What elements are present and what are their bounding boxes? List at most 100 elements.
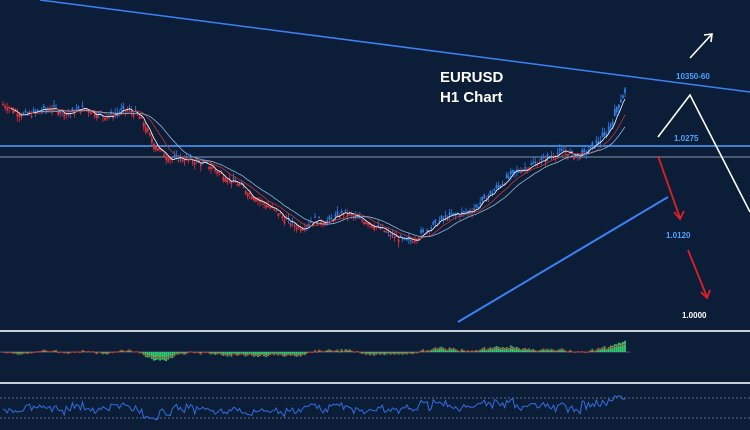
- candle-body: [220, 172, 223, 174]
- candle-body: [354, 215, 357, 218]
- candle-body: [473, 208, 475, 210]
- descending-trendline: [39, 0, 750, 93]
- candle-body: [591, 142, 594, 147]
- level-label-1-0000: 1.0000: [682, 311, 707, 320]
- candle-body: [169, 158, 172, 160]
- histogram-bar: [452, 347, 455, 352]
- candle-body: [346, 214, 349, 216]
- candle-body: [16, 113, 19, 117]
- histogram-bar: [550, 348, 553, 352]
- moving-average-line: [41, 109, 626, 238]
- candle-body: [544, 160, 547, 162]
- moving-average-line: [25, 108, 626, 240]
- candle-body: [522, 169, 524, 171]
- candle-body: [607, 126, 610, 132]
- candle-body: [114, 113, 117, 115]
- candle-body: [136, 112, 139, 115]
- level-label-1-0120: 1.0120: [666, 231, 691, 240]
- histogram-bar: [293, 352, 296, 357]
- candle-body: [444, 215, 447, 218]
- bullish-arrowhead: [703, 33, 713, 43]
- histogram-bar: [157, 352, 159, 360]
- candle-body: [51, 109, 53, 111]
- histogram-bar: [560, 348, 563, 352]
- candle-body: [95, 115, 98, 119]
- histogram-bar: [393, 352, 396, 355]
- histogram-bar: [444, 348, 447, 352]
- histogram-bar: [483, 347, 486, 352]
- candle-body: [236, 183, 239, 187]
- histogram-bar: [373, 352, 376, 356]
- histogram-bar: [532, 348, 535, 352]
- histogram-bar: [442, 347, 445, 352]
- candle-body: [12, 110, 15, 114]
- histogram-bar: [522, 348, 524, 352]
- candle-body: [279, 213, 282, 215]
- candle-body: [554, 156, 557, 158]
- candle-body: [232, 177, 235, 179]
- candle-body: [89, 111, 92, 115]
- candle-body: [352, 215, 355, 218]
- histogram-bar: [365, 352, 367, 355]
- histogram-bar: [622, 341, 624, 352]
- candle-body: [409, 240, 412, 242]
- candle-body: [234, 181, 237, 183]
- candle-body: [173, 155, 176, 158]
- candle-body: [210, 167, 212, 170]
- candle-body: [222, 176, 225, 181]
- candle-body: [407, 237, 410, 240]
- histogram-bar: [497, 346, 500, 352]
- histogram-bar: [383, 352, 386, 356]
- histogram-bar: [220, 352, 223, 355]
- histogram-bar: [183, 352, 186, 355]
- histogram-bar: [503, 347, 506, 352]
- candle-body: [462, 211, 465, 213]
- histogram-bar: [144, 352, 147, 358]
- histogram-bar: [546, 348, 549, 352]
- candle-body: [420, 229, 422, 233]
- histogram-bar: [511, 346, 514, 352]
- histogram-bar: [159, 352, 161, 361]
- candle-body: [138, 116, 141, 119]
- histogram-bar: [369, 352, 371, 356]
- candle-body: [467, 210, 469, 213]
- candle-body: [387, 231, 390, 233]
- candle-body: [524, 167, 526, 169]
- histogram-bar: [516, 346, 518, 352]
- histogram-bar: [273, 352, 276, 356]
- candle-body: [201, 161, 204, 163]
- histogram-bar: [291, 352, 294, 356]
- candle-body: [499, 185, 502, 188]
- candle-body: [428, 231, 431, 233]
- candle-body: [605, 134, 608, 136]
- candle-body: [218, 171, 221, 173]
- candle-body: [283, 219, 286, 224]
- histogram-bar: [495, 345, 498, 352]
- histogram-bar: [301, 352, 304, 355]
- candle-body: [509, 170, 512, 175]
- histogram-bar: [526, 349, 528, 352]
- candle-body: [581, 149, 584, 153]
- histogram-bar: [599, 348, 602, 352]
- histogram-bar: [263, 352, 265, 357]
- candle-body: [401, 238, 404, 240]
- candle-body: [318, 216, 320, 219]
- candle-body: [601, 132, 604, 137]
- candle-body: [285, 218, 288, 220]
- candle-body: [77, 106, 80, 109]
- candle-body: [83, 108, 86, 110]
- candle-body: [434, 219, 437, 223]
- candle-body: [183, 160, 186, 163]
- histogram-bar: [513, 347, 516, 352]
- candle-body: [134, 109, 137, 111]
- candle-body: [97, 113, 100, 115]
- candle-body: [126, 110, 129, 112]
- candle-body: [373, 226, 376, 230]
- candle-body: [36, 109, 39, 112]
- histogram-bar: [617, 342, 620, 352]
- candle-body: [560, 149, 563, 151]
- candle-body: [267, 205, 270, 208]
- candle-body: [8, 107, 11, 109]
- histogram-bar: [448, 347, 451, 352]
- candle-body: [191, 161, 194, 163]
